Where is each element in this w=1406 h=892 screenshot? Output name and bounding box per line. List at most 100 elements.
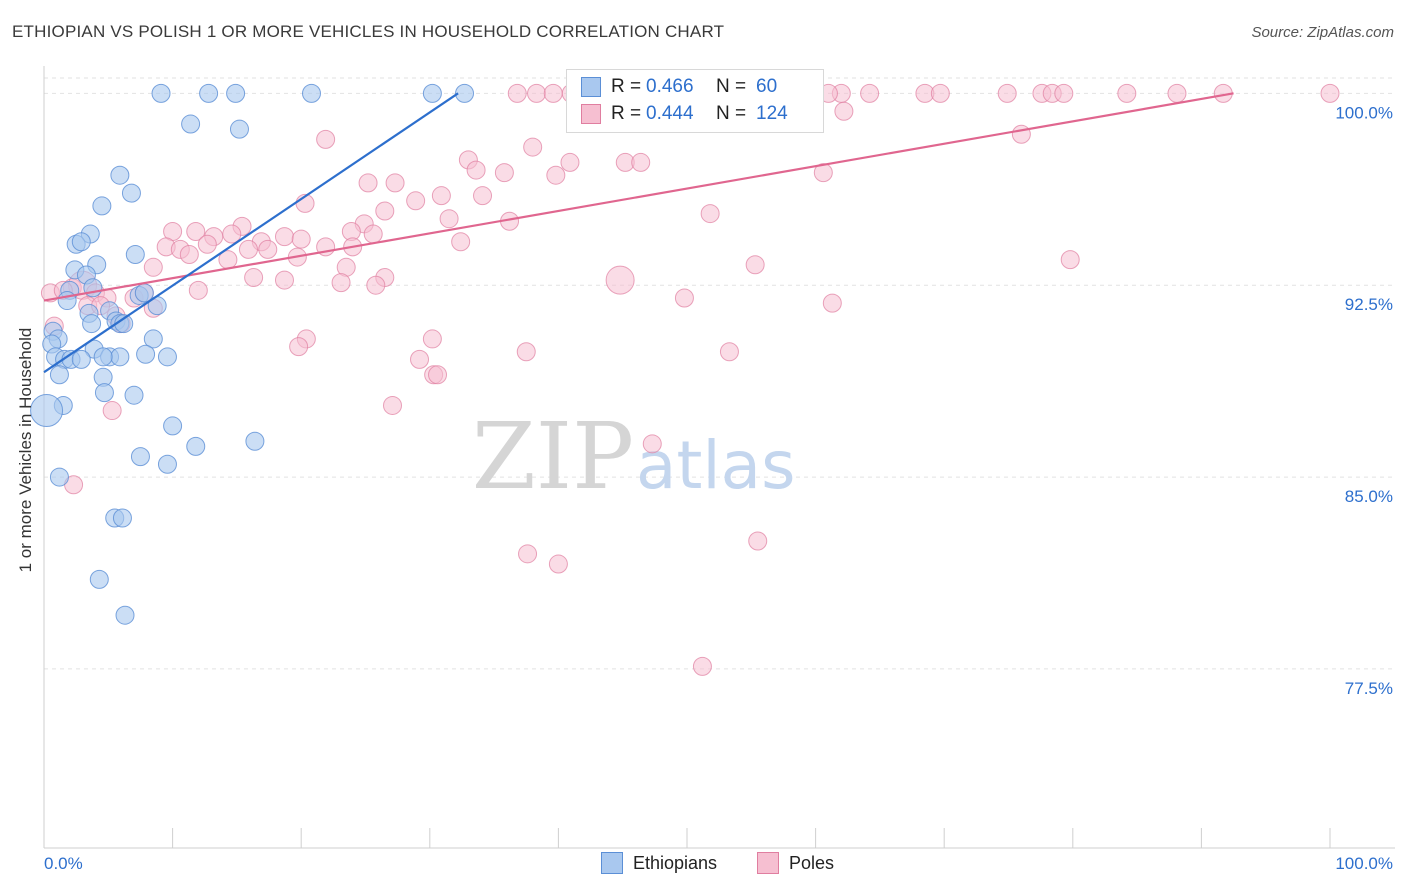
ethiopians-point xyxy=(157,347,177,367)
poles-point xyxy=(674,288,694,308)
gridlines xyxy=(44,77,1395,670)
y-tick-label: 92.5% xyxy=(1345,295,1393,314)
poles-point xyxy=(642,434,662,454)
poles-point xyxy=(410,349,430,369)
ethiopians-point xyxy=(82,314,102,334)
ethiopians-points xyxy=(30,83,475,625)
poles-point xyxy=(466,160,486,180)
tick-labels: 77.5% 85.0% 92.5% 100.0% 0.0% 100.0% xyxy=(44,103,1393,873)
poles-point xyxy=(431,186,451,206)
poles-point xyxy=(518,544,538,564)
poles-point xyxy=(186,221,206,241)
ethiopians-point xyxy=(49,365,69,385)
poles-point xyxy=(428,365,448,385)
chart-title: ETHIOPIAN VS POLISH 1 OR MORE VEHICLES I… xyxy=(12,22,725,41)
ethiopians-swatch xyxy=(581,77,601,97)
y-axis-label: 1 or more Vehicles in Household xyxy=(16,327,35,573)
poles-point xyxy=(289,337,309,357)
poles-point xyxy=(719,342,739,362)
n-label: N = xyxy=(716,76,747,97)
poles-point xyxy=(543,83,563,103)
poles-point xyxy=(406,191,426,211)
poles-trend-line xyxy=(43,92,1234,302)
poles-point xyxy=(143,257,163,277)
poles-point xyxy=(560,152,580,172)
poles-point xyxy=(102,401,122,421)
poles-point xyxy=(274,227,294,247)
ethiopians-point xyxy=(121,183,141,203)
poles-point xyxy=(700,204,720,224)
x-tick-label: 100.0% xyxy=(1335,854,1393,873)
ethiopians-point xyxy=(71,349,91,369)
ethiopians-point xyxy=(112,508,132,528)
ethiopians-point xyxy=(124,385,144,405)
poles-point xyxy=(748,531,768,551)
ethiopians-point xyxy=(57,291,77,311)
ethiopians-point xyxy=(30,394,64,428)
poles-point xyxy=(375,201,395,221)
poles-point xyxy=(523,137,543,157)
poles-point xyxy=(291,229,311,249)
ethiopians-point xyxy=(301,83,321,103)
poles-point xyxy=(834,101,854,121)
ethiopians-point xyxy=(110,347,130,367)
r-value-ethiopians: 0.466 xyxy=(646,76,694,97)
poles-point xyxy=(860,83,880,103)
poles-point xyxy=(1054,83,1074,103)
ethiopians-point xyxy=(229,119,249,139)
poles-point xyxy=(548,554,568,574)
poles-point xyxy=(527,83,547,103)
n-label: N = xyxy=(716,103,747,124)
source-label: Source: ZipAtlas.com xyxy=(1251,24,1394,41)
poles-point xyxy=(605,265,635,295)
legend-item-poles[interactable]: Poles xyxy=(757,852,834,874)
poles-point xyxy=(930,83,950,103)
poles-point xyxy=(1117,83,1137,103)
ethiopians-point xyxy=(49,467,69,487)
trend-lines xyxy=(43,92,1234,374)
poles-point xyxy=(222,224,242,244)
poles-point xyxy=(366,275,386,295)
stats-box: R = 0.466 N = 60 R = 0.444 N = 124 xyxy=(566,69,824,133)
ethiopians-point xyxy=(110,165,130,185)
legend: Ethiopians Poles xyxy=(0,852,1406,878)
poles-point xyxy=(258,239,278,259)
stats-row-poles: R = 0.444 N = 124 xyxy=(581,102,788,126)
legend-swatch-ethiopians xyxy=(601,852,623,874)
legend-item-ethiopians[interactable]: Ethiopians xyxy=(601,852,717,874)
y-axis-label-wrap: 1 or more Vehicles in Household xyxy=(6,100,46,800)
y-tick-label: 77.5% xyxy=(1345,679,1393,698)
poles-point xyxy=(631,152,651,172)
n-value-ethiopians: 60 xyxy=(756,76,778,97)
poles-point xyxy=(197,234,217,254)
ethiopians-point xyxy=(186,436,206,456)
ethiopians-point xyxy=(422,83,442,103)
poles-point xyxy=(316,129,336,149)
ethiopians-point xyxy=(143,329,163,349)
poles-point xyxy=(383,395,403,415)
ethiopians-point xyxy=(455,83,475,103)
poles-point xyxy=(274,270,294,290)
poles-point xyxy=(516,342,536,362)
poles-point xyxy=(422,329,442,349)
poles-point xyxy=(494,163,514,183)
r-value-poles: 0.444 xyxy=(646,103,694,124)
ethiopians-trend-line xyxy=(43,92,459,374)
poles-points xyxy=(40,83,1340,676)
ethiopians-point xyxy=(71,232,91,252)
poles-point xyxy=(385,173,405,193)
poles-swatch xyxy=(581,104,601,124)
poles-point xyxy=(1011,124,1031,144)
legend-swatch-poles xyxy=(757,852,779,874)
y-tick-label: 85.0% xyxy=(1345,487,1393,506)
poles-point xyxy=(238,239,258,259)
poles-point xyxy=(1060,250,1080,270)
ethiopians-point xyxy=(226,83,246,103)
poles-point xyxy=(363,224,383,244)
poles-point xyxy=(997,83,1017,103)
ethiopians-point xyxy=(93,347,113,367)
ethiopians-point xyxy=(94,383,114,403)
ethiopians-point xyxy=(181,114,201,134)
watermark-zip: ZIP xyxy=(472,403,634,510)
